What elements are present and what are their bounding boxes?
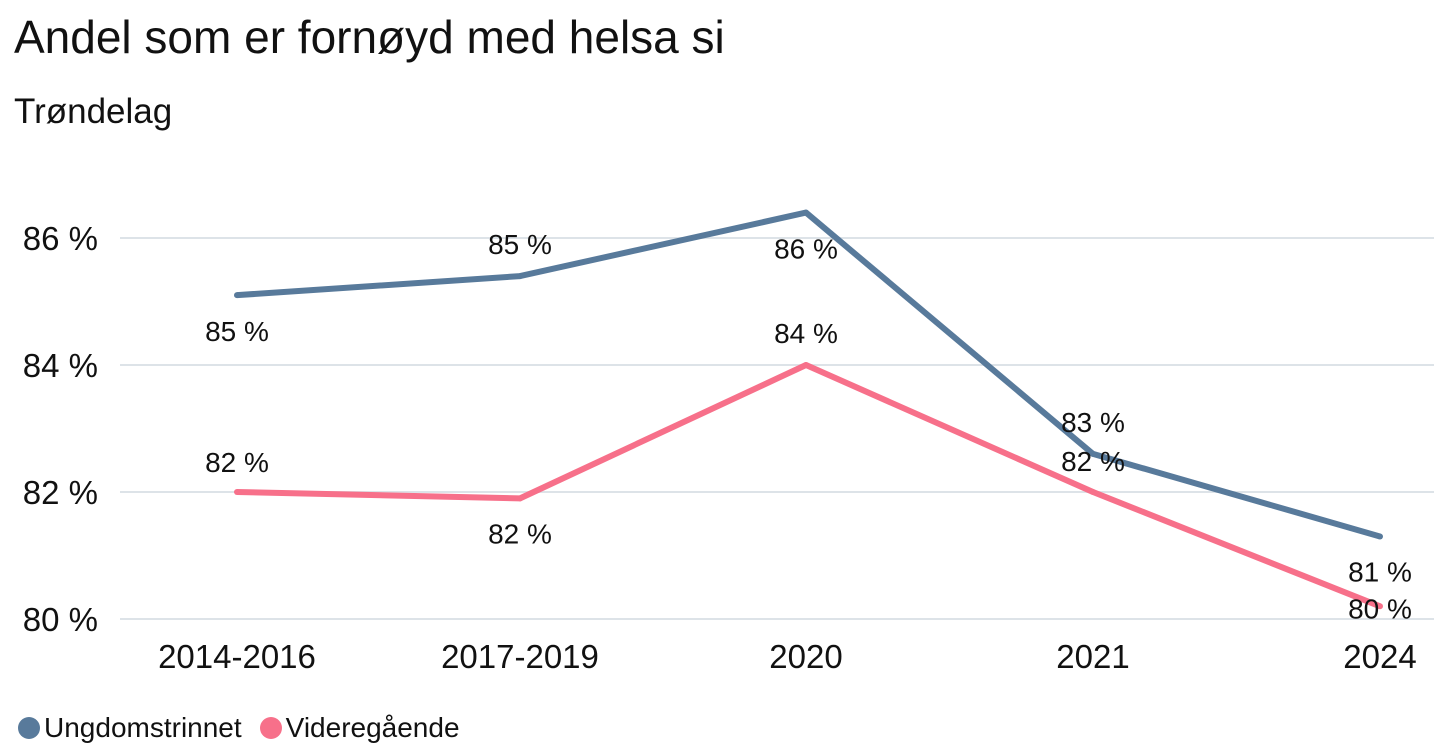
chart-title: Andel som er fornøyd med helsa si: [14, 11, 725, 63]
x-tick-label: 2014-2016: [158, 638, 316, 675]
data-label: 80 %: [1348, 593, 1412, 624]
x-tick-label: 2021: [1056, 638, 1129, 675]
data-point: [1090, 489, 1096, 495]
data-label: 84 %: [774, 318, 838, 349]
y-tick-label: 86 %: [23, 220, 98, 257]
data-point: [517, 273, 523, 280]
data-point: [1377, 603, 1383, 610]
y-tick-label: 82 %: [23, 474, 98, 511]
data-point: [803, 209, 809, 216]
legend-marker-icon: [18, 717, 40, 739]
data-point: [1090, 450, 1096, 457]
data-point: [234, 292, 240, 299]
data-point: [234, 489, 240, 495]
x-tick-label: 2017-2019: [441, 638, 599, 675]
data-point: [803, 362, 809, 368]
legend-marker-icon: [259, 717, 282, 739]
data-label: 85 %: [205, 316, 269, 347]
legend-item-videregaende[interactable]: Videregående: [259, 712, 460, 744]
data-label: 82 %: [1061, 446, 1125, 477]
chart-subtitle: Trøndelag: [14, 92, 173, 131]
legend: Ungdomstrinnet Videregående: [18, 712, 478, 744]
data-label: 85 %: [488, 229, 552, 260]
data-point: [517, 495, 523, 502]
legend-label: Ungdomstrinnet: [44, 712, 242, 743]
y-tick-label: 80 %: [23, 601, 98, 638]
legend-item-ungdomstrinnet[interactable]: Ungdomstrinnet: [18, 712, 242, 744]
data-label: 83 %: [1061, 407, 1125, 438]
data-label: 82 %: [205, 447, 269, 478]
data-label: 82 %: [488, 518, 552, 549]
data-label: 86 %: [774, 234, 838, 265]
data-point: [1377, 533, 1383, 540]
data-label: 81 %: [1348, 556, 1412, 587]
x-tick-label: 2024: [1343, 638, 1416, 675]
legend-label: Videregående: [285, 712, 460, 743]
y-tick-label: 84 %: [23, 347, 98, 384]
x-tick-label: 2020: [769, 638, 842, 675]
